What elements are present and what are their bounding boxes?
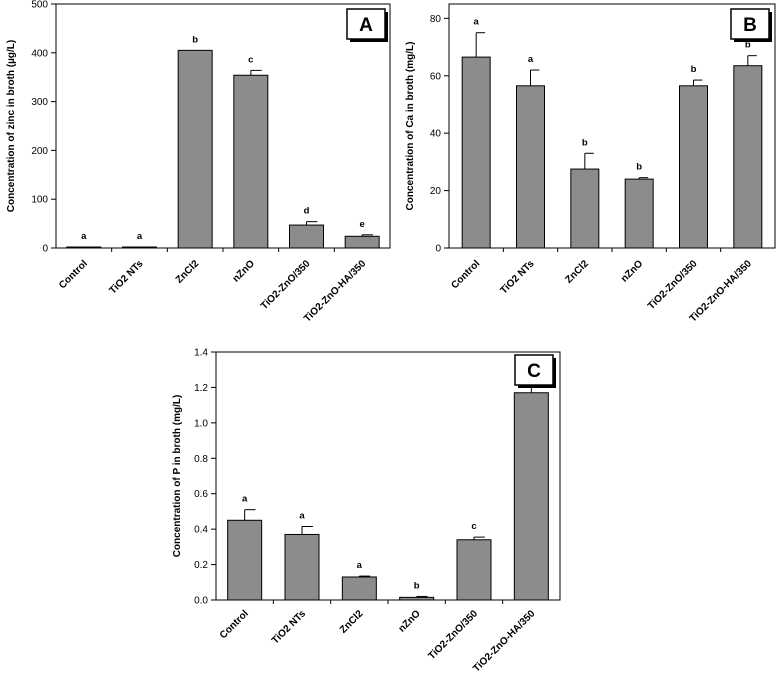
y-tick-label: 0.0 (194, 596, 208, 607)
y-tick-label: 0.2 (194, 560, 208, 571)
panel-letter: A (359, 15, 373, 36)
panel-badge (346, 8, 386, 40)
significance-letter: b (636, 162, 642, 173)
y-tick-label: 1.2 (194, 383, 208, 394)
bar (461, 56, 491, 249)
category-label: nZnO (619, 258, 645, 284)
significance-letter: a (528, 54, 534, 65)
category-label: Control (218, 608, 251, 641)
bar (516, 85, 545, 249)
category-label: TiO2-ZnO-HA/350 (302, 258, 369, 325)
y-tick-label: 500 (31, 0, 48, 11)
category-label: TiO2-ZnO/350 (646, 258, 700, 312)
bar (624, 178, 654, 249)
panel-letter: C (527, 361, 541, 382)
category-label: TiO2-ZnO-HA/350 (471, 608, 538, 675)
y-tick-label: 200 (31, 146, 48, 157)
significance-letter: b (414, 580, 420, 591)
y-tick-label: 0 (42, 244, 48, 255)
bar (570, 168, 600, 249)
significance-letter: b (745, 40, 751, 51)
significance-letter: a (137, 231, 143, 242)
bar (289, 224, 324, 249)
category-label: nZnO (397, 608, 423, 634)
axes-frame (448, 3, 776, 249)
chart-panel-c: a Control a TiO2 NTs a ZnCl2 b nZnO c TiO2-ZnO/35… (172, 348, 561, 675)
significance-letter: c (248, 54, 253, 65)
y-tick-label: 1.0 (194, 418, 208, 429)
y-tick-label: 400 (31, 48, 48, 59)
category-label: TiO2-ZnO/350 (259, 258, 313, 312)
bar (679, 85, 708, 249)
y-axis-label: Concentration of zinc in broth (µg/L) (6, 40, 17, 212)
category-label: TiO2 NTs (498, 258, 536, 296)
bar (233, 74, 269, 249)
category-label: Control (57, 258, 90, 291)
y-tick-label: 40 (430, 129, 442, 140)
y-axis-label: Concentration of P in broth (mg/L) (172, 395, 183, 558)
category-label: TiO2 NTs (107, 258, 145, 296)
significance-letter: d (304, 206, 310, 217)
y-tick-label: 60 (430, 71, 442, 82)
y-tick-label: 1.4 (194, 348, 208, 359)
bar (177, 49, 213, 249)
chart-panel-a: a Control a TiO2 NTs b ZnCl2 c nZnO d TiO2-ZnO/35… (6, 0, 391, 325)
panel-badge (730, 8, 770, 40)
category-label: ZnCl2 (174, 258, 202, 286)
significance-letter: c (471, 521, 476, 532)
category-label: Control (449, 258, 482, 291)
chart-panel-b: a Control a TiO2 NTs b ZnCl2 b nZnO b TiO2-ZnO/35… (405, 3, 776, 325)
bar (344, 235, 380, 249)
significance-letter: b (582, 137, 588, 148)
significance-letter: e (360, 219, 365, 230)
significance-letter: a (81, 231, 87, 242)
y-tick-label: 0.8 (194, 454, 208, 465)
y-axis-label: Concentration of Ca in broth (mg/L) (405, 42, 416, 211)
significance-letter: a (242, 494, 248, 505)
significance-letter: a (357, 560, 363, 571)
bar (733, 65, 763, 249)
category-label: TiO2 NTs (270, 608, 308, 646)
y-tick-label: 100 (31, 195, 48, 206)
bar (227, 519, 263, 601)
y-tick-label: 300 (31, 97, 48, 108)
y-tick-label: 0 (435, 244, 441, 255)
category-label: nZnO (231, 258, 257, 284)
category-label: TiO2-ZnO-HA/350 (688, 258, 755, 325)
category-label: ZnCl2 (564, 258, 592, 286)
significance-letter: a (299, 510, 305, 521)
bar (456, 539, 492, 601)
y-tick-label: 80 (430, 14, 442, 25)
bar (513, 392, 549, 601)
y-tick-label: 0.6 (194, 489, 208, 500)
panel-letter: B (743, 15, 757, 36)
axes-frame (55, 3, 391, 249)
bar (284, 533, 320, 601)
significance-letter: b (192, 34, 198, 45)
axes-frame (215, 351, 561, 601)
category-label: ZnCl2 (338, 608, 366, 636)
panel-badge (514, 354, 554, 386)
bar (341, 576, 377, 601)
y-tick-label: 0.4 (194, 525, 208, 536)
y-tick-label: 20 (430, 186, 442, 197)
category-label: TiO2-ZnO/350 (426, 608, 480, 662)
significance-letter: a (474, 17, 480, 28)
significance-letter: b (691, 64, 697, 75)
